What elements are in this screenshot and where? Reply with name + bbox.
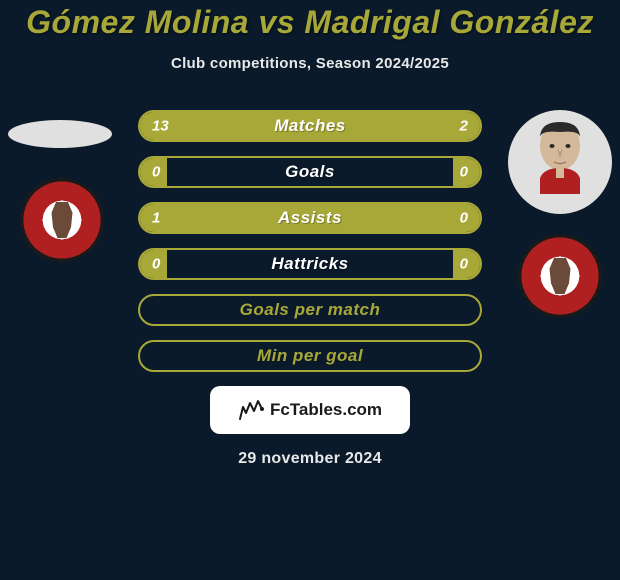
stat-row: Goals per match [138,294,482,326]
stat-label: Assists [140,208,480,228]
content-area: Matches132Goals00Assists10Hattricks00Goa… [0,110,620,468]
comparison-title: Gómez Molina vs Madrigal González [0,4,620,41]
stat-row: Min per goal [138,340,482,372]
header: Gómez Molina vs Madrigal González Club c… [0,0,620,72]
player-face-icon [528,120,592,194]
stat-label: Hattricks [140,254,480,274]
stat-label: Goals per match [140,300,480,320]
player-left-column [8,110,112,262]
stat-row: Assists1 0 [138,202,482,234]
player-right-club-logo [518,234,602,318]
stat-left-value: 0 [152,164,160,181]
comparison-date: 29 november 2024 [0,450,620,468]
stat-right-value: 0 [460,210,468,227]
player-left-club-logo [20,178,104,262]
stat-label: Min per goal [140,346,480,366]
stats-container: Matches132Goals00Assists10Hattricks00Goa… [138,110,482,372]
stat-row: Matches13 2 [138,110,482,142]
branding-box[interactable]: FcTables.com [210,386,410,434]
fctables-logo-icon [238,399,264,421]
player-right-avatar [508,110,612,214]
stat-right-value: 2 [460,118,468,135]
stat-left-value: 0 [152,256,160,273]
branding-text: FcTables.com [270,400,382,420]
comparison-subtitle: Club competitions, Season 2024/2025 [0,55,620,72]
stat-label: Goals [140,162,480,182]
stat-left-value: 1 [152,210,160,227]
stat-right-value: 0 [460,164,468,181]
player-right-column [508,110,612,318]
stat-row: Goals0 0 [138,156,482,188]
player-left-avatar [8,120,112,148]
stat-label: Matches [140,116,480,136]
stat-row: Hattricks0 0 [138,248,482,280]
stat-left-value: 13 [152,118,169,135]
stat-right-value: 0 [460,256,468,273]
